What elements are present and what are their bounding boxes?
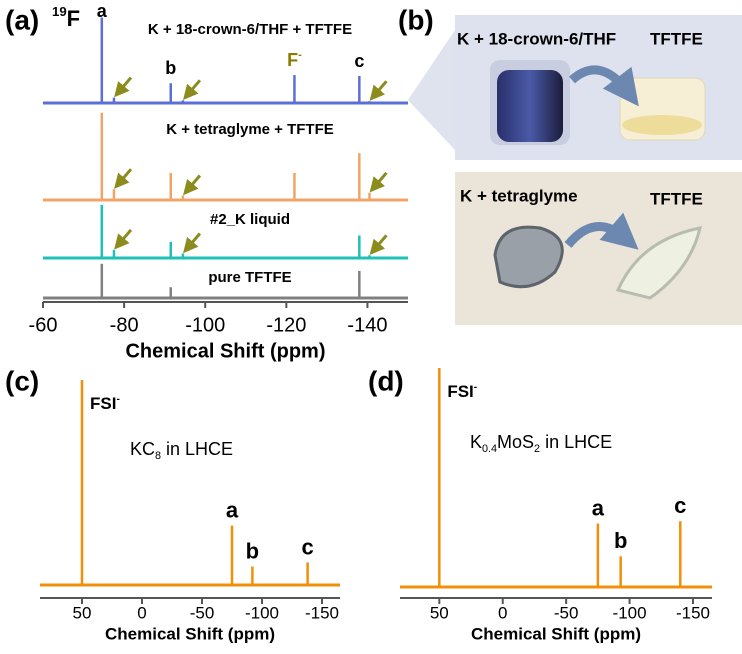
annotation: KC8 in LHCE (130, 439, 233, 462)
vial-dark (497, 70, 563, 142)
peak-arrow (183, 79, 202, 100)
x-tick-label: -120 (266, 314, 306, 336)
x-tick-label: -80 (110, 314, 139, 336)
text-part: in LHCE (161, 439, 233, 459)
peak-arrow (369, 171, 388, 193)
annotation: K0.4MoS2 in LHCE (470, 432, 612, 455)
peak-label: FSI- (90, 394, 120, 413)
text-part: 8 (155, 450, 161, 462)
text-part: 2 (534, 443, 540, 455)
arrow (564, 212, 639, 250)
dish-clear (615, 226, 703, 300)
x-tick-label: -140 (347, 314, 387, 336)
x-tick-label: -50 (190, 603, 215, 622)
peak-arrow (114, 76, 133, 98)
peak-label: a (592, 495, 605, 520)
text-part: KC (130, 439, 155, 459)
peak-label: a (97, 1, 108, 21)
text-part: FSI (90, 394, 116, 413)
peak-arrow (114, 228, 133, 250)
panel-label: (d) (368, 365, 404, 396)
x-axis-label: Chemical Shift (ppm) (471, 624, 641, 643)
photo-caption: K + tetraglyme (460, 186, 578, 205)
peak-arrow (183, 174, 202, 196)
peak-label: c (354, 51, 364, 71)
x-tick-label: 0 (137, 603, 146, 622)
text-part: - (116, 394, 119, 405)
photo-caption: K + 18-crown-6/THF (457, 29, 616, 48)
legend-label: pure TFTFE (208, 269, 291, 286)
x-tick-label: -150 (305, 603, 339, 622)
panel-label: (a) (5, 4, 39, 35)
x-axis-label: Chemical Shift (ppm) (105, 624, 275, 643)
x-tick-label: -50 (554, 603, 579, 622)
peak-arrow (114, 168, 133, 189)
text-part: K (470, 432, 482, 452)
x-tick-label: 50 (430, 603, 449, 622)
zoom-wedge (408, 30, 455, 150)
text-part: in LHCE (540, 432, 612, 452)
x-tick-label: 50 (73, 603, 92, 622)
panel-label: (b) (398, 4, 434, 35)
x-tick-label: -100 (245, 603, 279, 622)
text-part: 19 (52, 4, 67, 19)
nucleus: 19F (52, 4, 80, 31)
x-tick-label: 0 (498, 603, 507, 622)
peak-label: b (246, 538, 259, 563)
legend-label: K + 18-crown-6/THF + TFTFE (148, 21, 352, 38)
dish-dark (493, 225, 564, 289)
peak-arrow (369, 234, 388, 255)
peak-label: b (165, 58, 176, 78)
x-axis-label: Chemical Shift (ppm) (125, 340, 325, 362)
text-part: MoS (497, 432, 534, 452)
peak-label: F- (287, 49, 302, 70)
x-tick-label: -150 (676, 603, 710, 622)
panel-label: (c) (5, 365, 39, 396)
peak-label: FSI- (447, 382, 477, 401)
peak-label: b (614, 528, 627, 553)
peak-label: c (301, 534, 313, 559)
text-part: F (67, 6, 80, 31)
text-part: 0.4 (482, 443, 497, 455)
legend-label: K + tetraglyme + TFTFE (166, 121, 334, 138)
liquid-pale (622, 115, 702, 135)
legend-label: #2_K liquid (210, 211, 290, 228)
x-tick-label: -100 (185, 314, 225, 336)
peak-label: c (674, 493, 686, 518)
panel-b: (b) K + 18-crown-6/THF TFTFE K + tetragl… (398, 4, 742, 325)
arrow (569, 65, 639, 107)
peak-label: a (226, 497, 239, 522)
peak-arrow (183, 232, 202, 254)
photo-caption: TFTFE (650, 29, 703, 48)
photo-caption: TFTFE (650, 189, 703, 208)
peak-arrow (369, 80, 388, 101)
text-part: - (474, 382, 477, 393)
text-part: F (287, 50, 298, 70)
text-part: - (298, 49, 302, 61)
x-tick-label: -100 (613, 603, 647, 622)
x-tick-label: -60 (29, 314, 58, 336)
text-part: FSI (447, 382, 473, 401)
